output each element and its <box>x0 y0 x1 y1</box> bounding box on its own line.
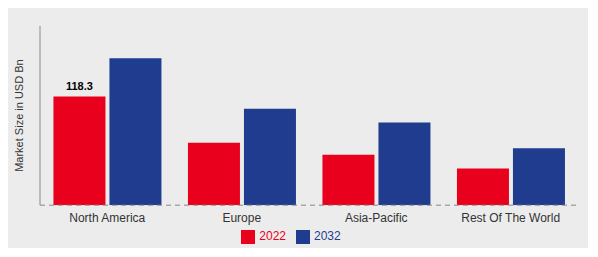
svg-text:118.3: 118.3 <box>66 80 93 92</box>
html-text:2032: 2032 <box>314 229 341 244</box>
html-text:2022: 2022 <box>259 229 286 244</box>
svg-text:Rest Of The World: Rest Of The World <box>461 211 560 225</box>
svg-text:North America: North America <box>69 211 145 225</box>
svg-text:Market Size in USD Bn: Market Size in USD Bn <box>13 59 25 171</box>
svg-text:Europe: Europe <box>222 211 261 225</box>
svg-text:Asia-Pacific: Asia-Pacific <box>345 211 408 225</box>
